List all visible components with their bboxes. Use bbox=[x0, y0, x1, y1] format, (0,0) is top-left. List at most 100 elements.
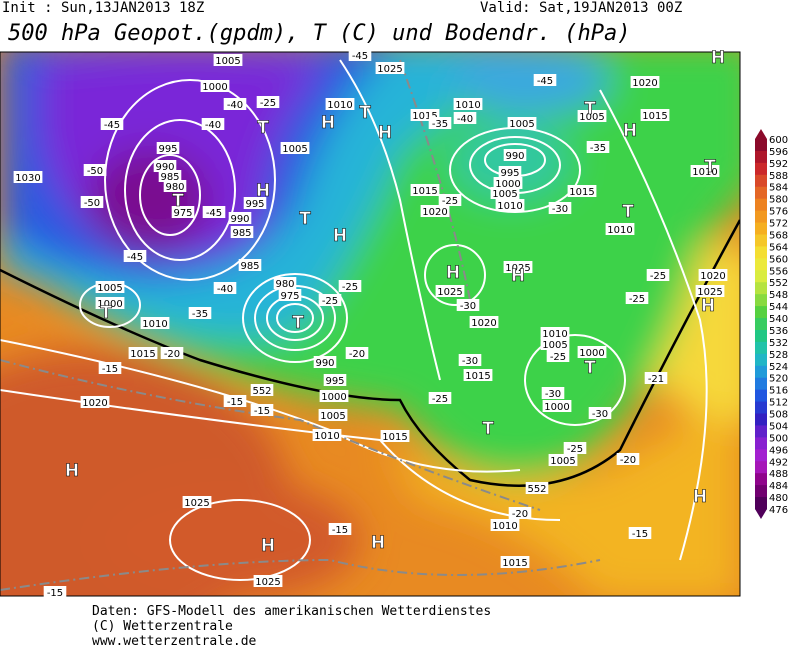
label-box bbox=[563, 442, 587, 454]
isoline-label: 1020 bbox=[471, 318, 496, 329]
colorbar-label: 524 bbox=[769, 362, 788, 373]
isoline-label: 1000 bbox=[321, 392, 346, 403]
isoline-label: 1015 bbox=[382, 432, 407, 443]
label-box bbox=[525, 482, 549, 494]
label-box bbox=[548, 454, 578, 466]
isoline-label: 1025 bbox=[255, 577, 280, 588]
colorbar-swatch bbox=[755, 413, 767, 426]
label-box bbox=[435, 285, 465, 297]
isoline-label: 1010 bbox=[327, 100, 352, 111]
isoline-label: 995 bbox=[325, 376, 344, 387]
label-box bbox=[100, 118, 124, 130]
colorbar-label: 584 bbox=[769, 183, 788, 194]
label-box bbox=[546, 350, 570, 362]
colorbar-label: 548 bbox=[769, 290, 788, 301]
isoline-label: 1015 bbox=[412, 186, 437, 197]
colorbar-label: 504 bbox=[769, 421, 788, 432]
label-box bbox=[328, 523, 352, 535]
colorbar-swatch bbox=[755, 222, 767, 235]
colorbar-label: 560 bbox=[769, 254, 788, 265]
label-box bbox=[493, 177, 523, 189]
colorbar-cap bbox=[755, 129, 767, 139]
label-box bbox=[453, 112, 477, 124]
isoline-label: -45 bbox=[127, 252, 143, 263]
isoline-label: 1005 bbox=[509, 119, 534, 130]
isoline-label: -35 bbox=[432, 119, 448, 130]
label-box bbox=[13, 171, 43, 183]
isoline-label: -30 bbox=[552, 204, 568, 215]
isoline-label: 1005 bbox=[542, 340, 567, 351]
isoline-label: 1010 bbox=[314, 431, 339, 442]
isoline-label: 985 bbox=[160, 172, 179, 183]
isoline-label: 1015 bbox=[642, 111, 667, 122]
colorbar-label: 556 bbox=[769, 266, 788, 277]
isoline-label: 985 bbox=[240, 261, 259, 272]
colorbar-swatch bbox=[755, 139, 767, 152]
label-box bbox=[223, 395, 247, 407]
colorbar-swatch bbox=[755, 186, 767, 200]
isoline-label: 975 bbox=[173, 208, 192, 219]
isoline-label: -25 bbox=[650, 271, 666, 282]
footer-line: Daten: GFS-Modell des amerikanischen Wet… bbox=[92, 604, 491, 619]
label-box bbox=[325, 98, 355, 110]
isoline-label: -25 bbox=[550, 352, 566, 363]
isoline-label: -25 bbox=[322, 296, 338, 307]
colorbar-swatch bbox=[755, 377, 767, 391]
label-box bbox=[428, 117, 452, 129]
isoline-label: 980 bbox=[165, 182, 184, 193]
isoline-label: 1000 bbox=[579, 348, 604, 359]
label-box bbox=[213, 54, 243, 66]
label-box bbox=[548, 202, 572, 214]
label-box bbox=[202, 206, 226, 218]
colorbar-label: 592 bbox=[769, 159, 788, 170]
label-box bbox=[278, 289, 302, 301]
label-box bbox=[438, 194, 462, 206]
pressure-center: H bbox=[333, 226, 347, 246]
colorbar-swatch bbox=[755, 497, 767, 510]
label-box bbox=[80, 396, 110, 408]
label-box bbox=[256, 96, 280, 108]
label-box bbox=[490, 519, 520, 531]
label-box bbox=[250, 404, 274, 416]
label-box bbox=[586, 141, 610, 153]
label-box bbox=[201, 118, 225, 130]
pressure-center: T bbox=[584, 99, 596, 119]
isoline-label: -25 bbox=[442, 196, 458, 207]
colorbar-swatch bbox=[755, 318, 767, 331]
label-box bbox=[410, 184, 440, 196]
label-box bbox=[230, 226, 254, 238]
label-box bbox=[453, 98, 483, 110]
label-box bbox=[463, 369, 493, 381]
isoline-label: 1005 bbox=[550, 456, 575, 467]
isoline-label: -15 bbox=[632, 529, 648, 540]
pressure-center: H bbox=[701, 296, 715, 316]
label-box bbox=[348, 49, 372, 61]
colorbar-swatch bbox=[755, 425, 767, 438]
isoline-label: 995 bbox=[245, 199, 264, 210]
isoline-label: -15 bbox=[47, 588, 63, 599]
isoline-label: -25 bbox=[567, 444, 583, 455]
label-box bbox=[588, 407, 612, 419]
colorbar-label: 576 bbox=[769, 207, 788, 218]
colorbar-label: 496 bbox=[769, 445, 788, 456]
label-box bbox=[380, 430, 410, 442]
isoline-label: 1020 bbox=[82, 398, 107, 409]
isoline-label: 1020 bbox=[422, 207, 447, 218]
isoline-label: 1030 bbox=[15, 173, 40, 184]
colorbar-label: 528 bbox=[769, 350, 788, 361]
label-box bbox=[628, 527, 652, 539]
isoline-label: -20 bbox=[164, 349, 180, 360]
label-box bbox=[577, 110, 607, 122]
colorbar-label: 596 bbox=[769, 147, 788, 158]
label-box bbox=[503, 261, 533, 273]
isoline-label: 1005 bbox=[320, 411, 345, 422]
colorbar-swatch bbox=[755, 258, 767, 271]
label-box bbox=[163, 180, 187, 192]
label-box bbox=[345, 347, 369, 359]
label-box bbox=[640, 109, 670, 121]
isoline-label: -35 bbox=[192, 309, 208, 320]
label-box bbox=[646, 269, 670, 281]
label-box bbox=[456, 299, 480, 311]
map-title: 500 hPa Geopot.(gpdm), T (C) und Bodendr… bbox=[8, 21, 631, 46]
